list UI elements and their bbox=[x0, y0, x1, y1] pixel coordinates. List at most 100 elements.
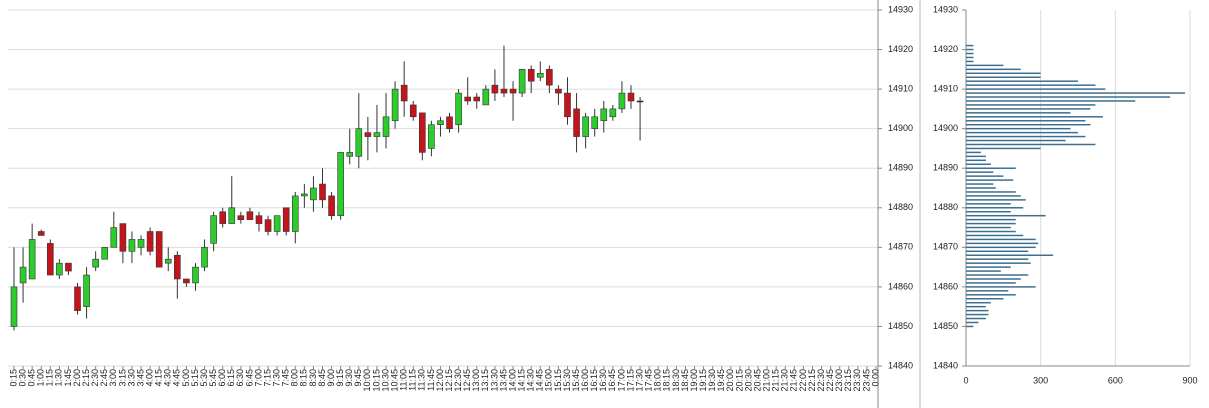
candle-body bbox=[310, 187, 317, 201]
candle-body bbox=[636, 100, 644, 103]
x-tick-label: 9:15 bbox=[335, 369, 345, 387]
candle-body bbox=[264, 219, 272, 232]
x-tick-label: 22:00 bbox=[798, 369, 808, 392]
bar bbox=[966, 313, 989, 316]
bar bbox=[966, 123, 1091, 126]
y-tick-label: 14850 bbox=[933, 321, 958, 331]
y-tick-label: 14910 bbox=[933, 83, 958, 93]
y-tick-label: 14880 bbox=[933, 202, 958, 212]
x-tick-label: 23:45 bbox=[861, 369, 871, 392]
candle-body bbox=[119, 223, 127, 252]
bar bbox=[966, 266, 1011, 268]
x-tick-label: 5:45 bbox=[208, 369, 218, 387]
candle-body bbox=[546, 69, 553, 86]
x-tick-label: 7:45 bbox=[281, 369, 291, 387]
x-tick-label: 15:00 bbox=[544, 369, 554, 392]
x-tick-label: 18:15 bbox=[662, 369, 672, 392]
y-tick-label: 14910 bbox=[888, 83, 913, 93]
bar bbox=[966, 298, 1004, 300]
bar bbox=[966, 80, 1078, 82]
candle-body bbox=[627, 92, 635, 102]
x-tick-label: 1:00 bbox=[36, 369, 46, 387]
x-tick-label: 9:30 bbox=[344, 369, 354, 387]
bar bbox=[966, 218, 1016, 221]
y-tick-label: 14900 bbox=[888, 123, 913, 133]
bar bbox=[966, 100, 1136, 102]
bar bbox=[966, 238, 1036, 241]
x-tick-label: 10:00 bbox=[362, 369, 372, 392]
x-tick-label: 14:00 bbox=[507, 369, 517, 392]
x-tick-label: 13:30 bbox=[489, 369, 499, 392]
x-tick-label: 8:15 bbox=[299, 369, 309, 387]
x-tick-label: 21:45 bbox=[789, 369, 799, 392]
candle-body bbox=[282, 207, 290, 232]
bar bbox=[966, 286, 1036, 288]
bar bbox=[966, 96, 1171, 98]
y-tick-label: 14890 bbox=[933, 163, 958, 173]
bar bbox=[966, 325, 974, 328]
x-tick-label: 16:15 bbox=[589, 369, 599, 392]
bar bbox=[966, 108, 1091, 110]
candle-body bbox=[582, 116, 589, 137]
y-tick-label: 14880 bbox=[888, 202, 913, 212]
bar bbox=[966, 147, 1041, 150]
x-tick-label: 23:30 bbox=[852, 369, 862, 392]
x-tick-label: 13:00 bbox=[471, 369, 481, 392]
bar bbox=[966, 203, 1011, 205]
x-tick-label: 11:15 bbox=[408, 369, 418, 391]
bar bbox=[966, 131, 1078, 134]
y-tick-label: 14920 bbox=[933, 44, 958, 54]
x-tick-label: 17:30 bbox=[634, 369, 644, 392]
candle-body bbox=[564, 92, 571, 118]
candle-body bbox=[337, 152, 344, 216]
bar bbox=[966, 72, 1041, 75]
x-tick-label: 23:00 bbox=[834, 369, 844, 392]
y-tick-label: 14870 bbox=[933, 242, 958, 252]
x-tick-label: 1:45 bbox=[63, 369, 73, 387]
x-tick-label: 3:30 bbox=[126, 369, 136, 387]
bar bbox=[966, 294, 1016, 296]
x-tick-label: 0 bbox=[963, 375, 968, 385]
x-tick-label: 900 bbox=[1182, 375, 1197, 385]
x-tick-label: 7:15 bbox=[262, 369, 272, 387]
x-tick-label: 4:00 bbox=[144, 369, 154, 387]
bar bbox=[966, 167, 1016, 169]
candle-body bbox=[373, 132, 381, 137]
y-tick-label: 14870 bbox=[888, 242, 913, 252]
bar bbox=[966, 143, 1096, 146]
x-tick-label: 14:45 bbox=[535, 369, 545, 392]
candle-body bbox=[482, 88, 490, 106]
candle-body bbox=[201, 247, 208, 268]
candle-body bbox=[400, 84, 408, 102]
x-tick-label: 8:30 bbox=[308, 369, 318, 387]
bar bbox=[966, 309, 989, 312]
x-tick-label: 6:15 bbox=[226, 369, 236, 387]
candle-body bbox=[328, 195, 335, 216]
candle-body bbox=[455, 92, 462, 126]
y-tick-label: 14920 bbox=[888, 44, 913, 54]
x-tick-label: 0:00 bbox=[870, 369, 880, 387]
candle-body bbox=[301, 193, 308, 197]
bar bbox=[966, 282, 1016, 284]
x-tick-label: 20:45 bbox=[752, 369, 762, 392]
candle-body bbox=[573, 108, 580, 137]
x-tick-label: 2:45 bbox=[99, 369, 109, 387]
candle-body bbox=[419, 112, 426, 153]
x-tick-label: 9:00 bbox=[326, 369, 336, 387]
bar bbox=[966, 246, 1036, 249]
x-tick-label: 10:45 bbox=[389, 369, 399, 392]
x-tick-label: 11:00 bbox=[399, 369, 409, 391]
x-tick-label: 14:30 bbox=[526, 369, 536, 392]
y-tick-label: 14840 bbox=[888, 360, 913, 370]
candle-body bbox=[346, 152, 354, 157]
bar bbox=[966, 64, 1004, 67]
x-tick-label: 7:00 bbox=[253, 369, 263, 387]
y-tick-label: 14840 bbox=[933, 360, 958, 370]
candle-body bbox=[428, 124, 435, 149]
candle-body bbox=[600, 108, 608, 122]
bar bbox=[966, 48, 974, 51]
x-tick-label: 19:00 bbox=[689, 369, 699, 392]
candle-body bbox=[210, 215, 217, 244]
x-tick-label: 17:15 bbox=[625, 369, 635, 392]
candle-body bbox=[382, 116, 390, 137]
